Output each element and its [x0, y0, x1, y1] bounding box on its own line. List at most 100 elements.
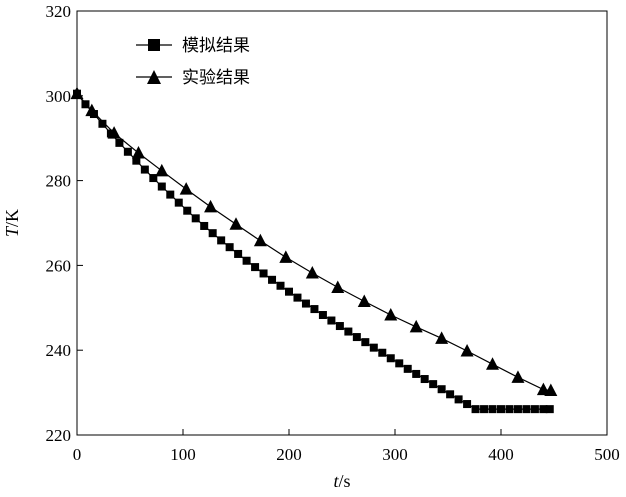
data-point-triangle — [229, 217, 243, 230]
x-tick-label: 200 — [276, 445, 302, 464]
series-line — [76, 93, 551, 392]
data-point-square — [386, 354, 395, 363]
data-point-square — [513, 405, 522, 414]
y-tick-label: 220 — [46, 426, 72, 445]
x-tick-label: 400 — [488, 445, 514, 464]
x-axis-title: t/s — [333, 471, 350, 491]
data-point-square — [174, 198, 183, 207]
data-point-square — [200, 221, 209, 230]
y-tick-label: 240 — [46, 341, 72, 360]
data-point-triangle — [305, 266, 319, 279]
x-tick-label: 300 — [382, 445, 408, 464]
data-point-square — [140, 165, 149, 174]
data-point-triangle — [204, 199, 218, 213]
x-tick-label: 100 — [170, 445, 196, 464]
data-point-triangle — [253, 233, 267, 247]
y-tick-label: 300 — [46, 87, 72, 106]
data-point-square — [166, 190, 175, 199]
data-point-square — [429, 380, 438, 389]
data-point-triangle — [409, 319, 423, 333]
data-point-triangle — [155, 163, 169, 177]
data-point-triangle — [131, 146, 145, 159]
y-axis-title: T/K — [2, 209, 22, 237]
plot-frame — [76, 10, 608, 436]
data-point-square — [157, 182, 166, 191]
data-point-square — [268, 275, 277, 284]
data-point-square — [344, 327, 353, 336]
data-point-triangle — [435, 331, 449, 344]
data-point-square — [530, 405, 539, 414]
data-point-triangle — [107, 126, 121, 139]
data-point-triangle — [486, 357, 500, 370]
data-point-square — [276, 281, 285, 290]
data-point-square — [183, 206, 192, 215]
legend-marker-triangle — [147, 70, 161, 84]
data-point-triangle — [279, 250, 293, 263]
data-point-square — [208, 229, 217, 238]
data-point-square — [251, 263, 260, 272]
series-layer — [70, 86, 558, 414]
data-point-square — [285, 287, 293, 296]
data-point-triangle — [179, 182, 193, 195]
data-point-square — [522, 405, 531, 414]
data-point-square — [98, 119, 107, 128]
data-point-square — [437, 385, 446, 394]
series-line — [76, 93, 550, 410]
data-point-square — [352, 333, 361, 342]
data-point-square — [454, 395, 463, 404]
y-tick-label: 280 — [46, 172, 72, 191]
y-tick-label: 260 — [46, 256, 72, 275]
data-point-square — [497, 405, 505, 414]
data-point-square — [378, 348, 387, 357]
x-tick-label: 500 — [594, 445, 620, 464]
data-point-triangle — [331, 280, 345, 293]
data-point-square — [446, 390, 455, 399]
data-point-square — [225, 243, 234, 252]
data-point-square — [242, 256, 251, 265]
data-point-triangle — [460, 344, 474, 357]
data-point-square — [361, 338, 370, 347]
x-axis-ticks: 0 100 200 300 400 500 — [73, 429, 620, 464]
data-point-square — [310, 305, 319, 314]
data-point-square — [471, 405, 480, 414]
series-1 — [73, 89, 554, 414]
data-point-square — [149, 174, 158, 183]
data-point-square — [115, 138, 124, 147]
data-point-triangle — [544, 383, 558, 396]
y-tick-label: 320 — [46, 2, 72, 21]
y-axis-ticks: 220 240 260 280 300 320 — [46, 2, 83, 445]
data-point-square — [395, 359, 404, 368]
data-point-square — [123, 147, 132, 156]
legend-marker-square — [148, 39, 160, 51]
data-point-triangle — [384, 308, 398, 321]
legend-label-series-1: 模拟结果 — [182, 36, 250, 56]
series-2 — [70, 86, 558, 396]
data-point-triangle — [511, 370, 525, 383]
data-point-square — [369, 343, 378, 352]
data-point-square — [132, 156, 141, 165]
legend-label-series-2: 实验结果 — [182, 68, 250, 88]
data-point-square — [539, 405, 548, 414]
data-point-square — [318, 311, 327, 320]
data-point-square — [335, 322, 344, 331]
data-point-square — [234, 249, 243, 258]
data-point-square — [259, 269, 268, 278]
data-point-square — [301, 299, 310, 308]
data-point-square — [545, 405, 554, 414]
data-point-square — [412, 369, 421, 378]
data-point-square — [488, 405, 497, 414]
data-point-triangle — [70, 86, 84, 100]
data-point-square — [403, 364, 412, 373]
data-point-square — [420, 375, 429, 384]
data-point-triangle — [85, 103, 99, 117]
data-point-square — [480, 405, 489, 414]
data-point-square — [191, 214, 200, 223]
data-point-square — [505, 405, 514, 414]
x-tick-label: 0 — [73, 445, 82, 464]
data-point-square — [217, 236, 226, 245]
data-point-triangle — [357, 294, 371, 307]
data-point-square — [463, 400, 472, 409]
data-point-square — [327, 316, 336, 325]
legend: 模拟结果 实验结果 — [136, 36, 250, 88]
